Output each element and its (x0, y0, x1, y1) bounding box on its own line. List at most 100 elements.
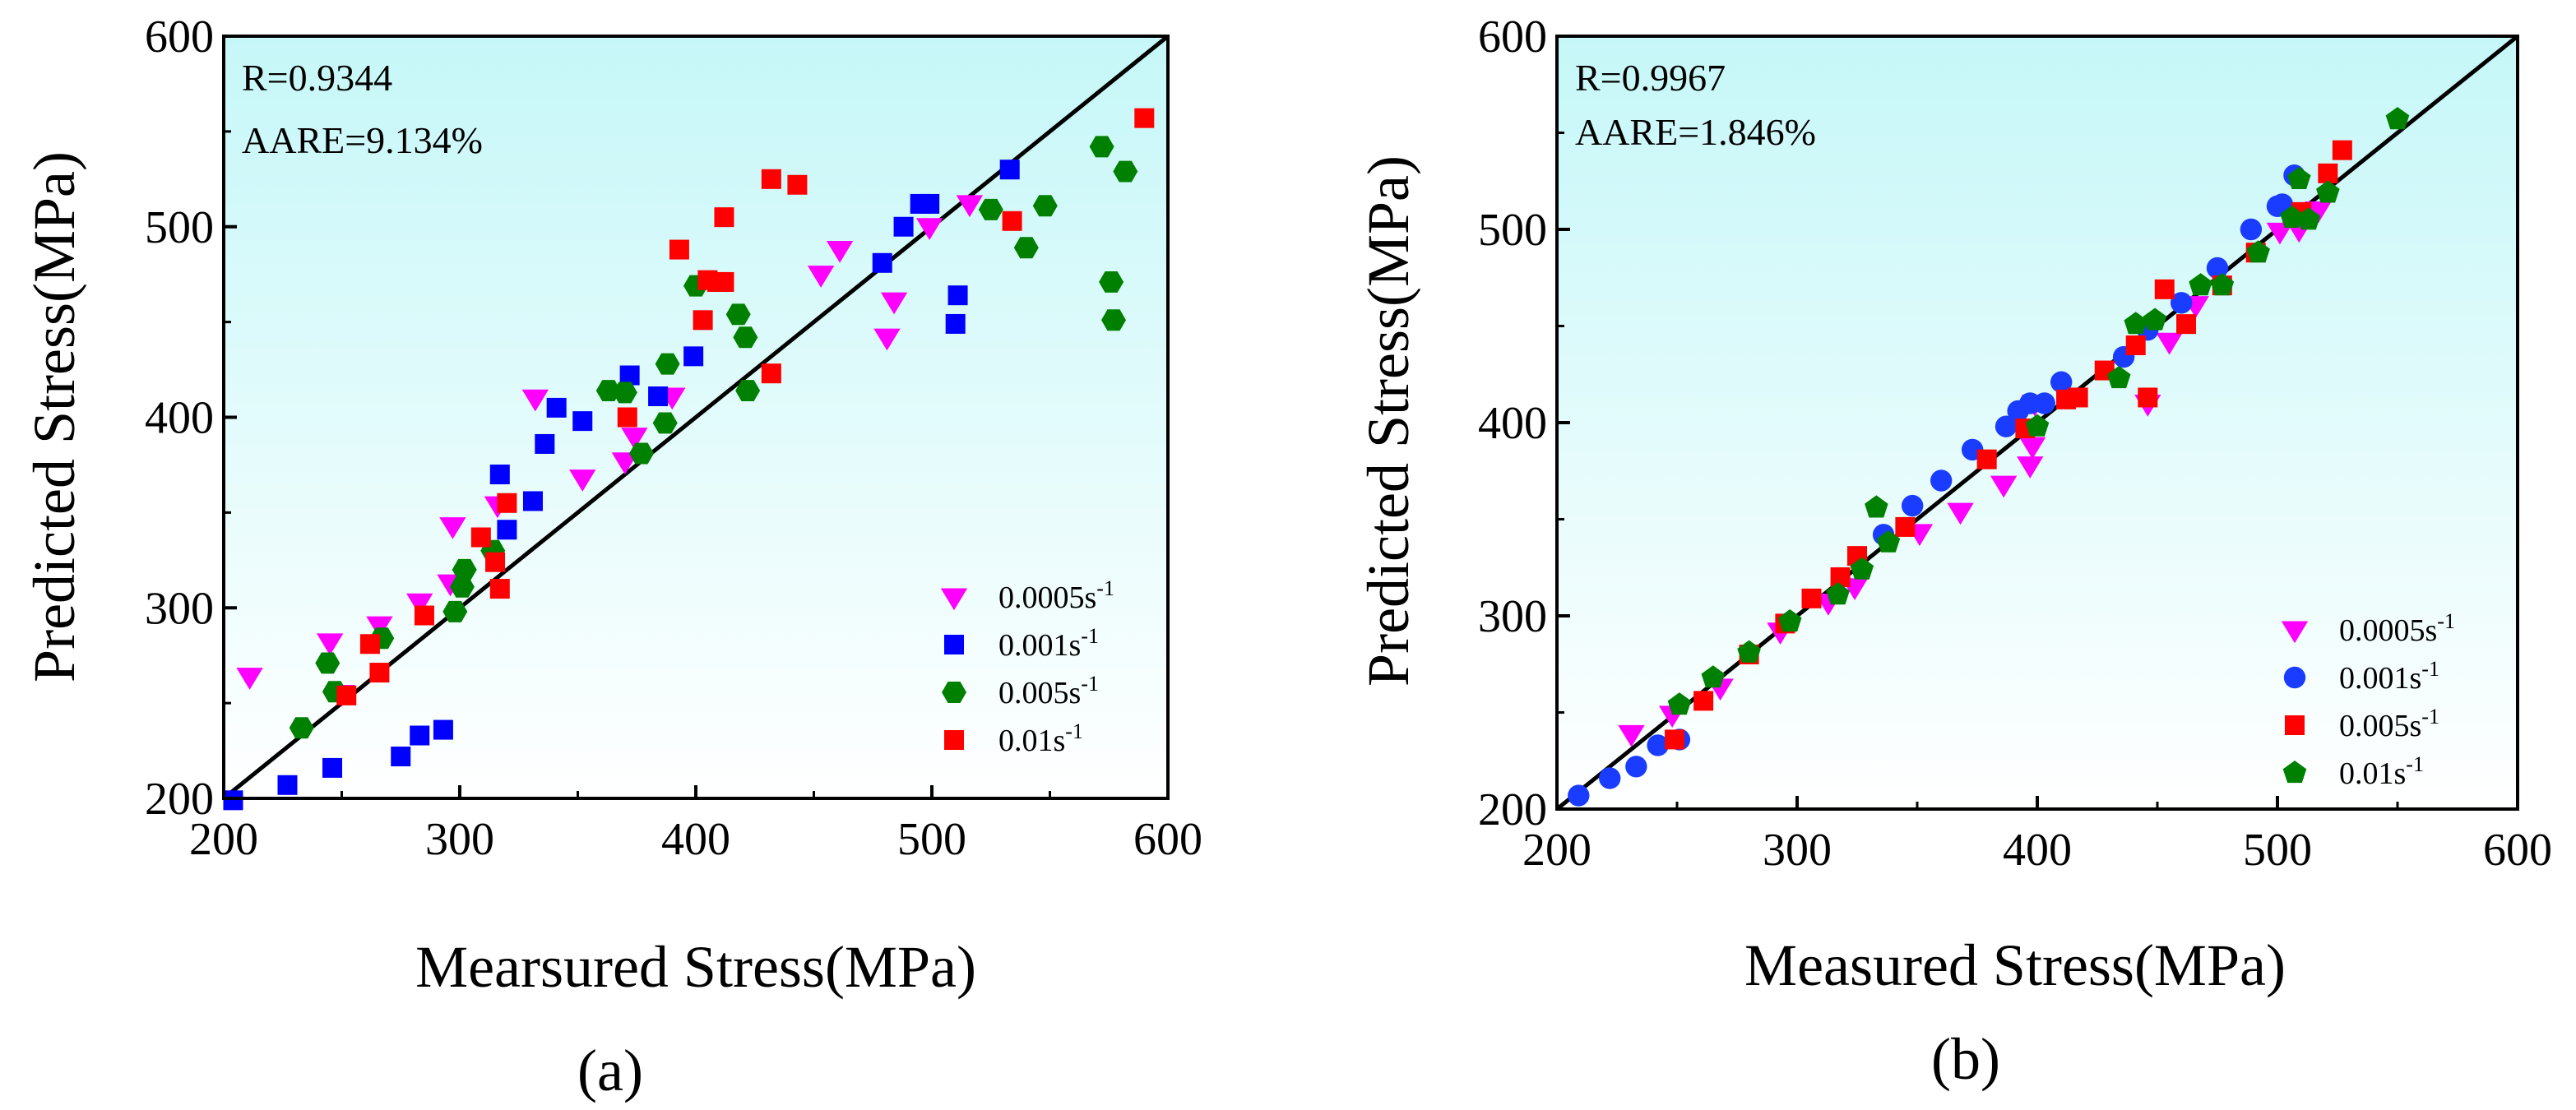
y-tick-label: 200 (1478, 784, 1547, 835)
data-point (2068, 387, 2088, 408)
panel-a: 200 300 400 500 600 200 300 400 500 600 R=0.9344… (21, 12, 1202, 1103)
legend-name: 0.005s (998, 676, 1081, 710)
legend-b: 0.0005s-10.001s-10.005s-10.01s-1 (2281, 609, 2455, 791)
data-point (945, 313, 966, 334)
data-point (1930, 469, 1953, 492)
data-point (1032, 195, 1058, 217)
legend-name: 0.001s (2339, 661, 2421, 696)
data-point (1113, 160, 1138, 183)
y-tick-label: 500 (1478, 205, 1547, 256)
data-point (1625, 756, 1647, 778)
data-point (1599, 767, 1621, 789)
stat-aare-a: AARE=9.134% (242, 119, 483, 161)
data-point (2266, 222, 2294, 245)
data-point (725, 303, 751, 326)
data-point (1667, 692, 1692, 715)
data-point (1801, 588, 1822, 608)
data-point (369, 663, 390, 683)
data-point (807, 266, 835, 288)
legend-label: 0.005s-1 (2339, 705, 2439, 743)
plot-frame-b (1555, 35, 2519, 811)
data-point (1901, 494, 1924, 517)
legend-superscript: -1 (1081, 624, 1099, 648)
x-ticks-b: 200 300 400 500 600 (1522, 796, 2552, 876)
data-point (2305, 201, 2332, 224)
data-point (873, 328, 901, 351)
data-point (893, 216, 914, 237)
data-point (2138, 387, 2158, 408)
data-point (489, 579, 510, 599)
x-tick-label: 300 (1763, 825, 1832, 876)
data-point (735, 380, 761, 401)
data-point (947, 285, 968, 306)
data-point (2316, 180, 2340, 203)
legend-superscript: -1 (1096, 576, 1114, 600)
x-tick-label: 300 (425, 814, 494, 865)
data-point (277, 775, 298, 795)
data-point (826, 241, 854, 263)
stat-r-b: R=0.9967 (1575, 57, 1726, 99)
data-point (2018, 437, 2046, 460)
data-point (322, 757, 343, 778)
legend-marker (2282, 761, 2307, 784)
data-point (1826, 582, 1850, 605)
x-axis-label-a: Mearsured Stress(MPa) (415, 934, 976, 1000)
legend-marker (2283, 666, 2306, 689)
legend-label: 0.0005s-1 (998, 576, 1114, 615)
data-point (2240, 218, 2263, 241)
data-point (569, 469, 596, 492)
data-point (655, 353, 680, 375)
data-point (714, 271, 734, 292)
data-point (1895, 516, 1916, 537)
data-point (2156, 332, 2183, 355)
data-point (1013, 237, 1039, 259)
data-point (2154, 279, 2175, 299)
data-point (2017, 456, 2044, 479)
y-tick-label: 300 (1478, 591, 1547, 642)
data-point (236, 668, 263, 690)
data-point (1101, 309, 1126, 331)
data-point (761, 169, 781, 189)
data-point (693, 310, 713, 331)
data-point (1876, 530, 1901, 553)
data-point (535, 433, 555, 454)
data-point (2189, 273, 2212, 296)
y-ticks-a: 200 300 400 500 600 (145, 12, 237, 825)
data-point (485, 552, 506, 572)
plot-frame-a (222, 35, 1170, 800)
data-point (289, 717, 314, 739)
data-point (2143, 308, 2167, 331)
data-point (315, 652, 341, 674)
y-tick-label: 500 (145, 202, 214, 253)
data-point (1647, 734, 1669, 756)
data-point (617, 407, 637, 428)
legend-superscript: -1 (2421, 657, 2439, 681)
data-point (787, 174, 808, 195)
data-point (999, 160, 1020, 180)
data-point (1665, 729, 1685, 750)
x-tick-label: 200 (1522, 825, 1591, 876)
data-point (1002, 210, 1022, 231)
legend-a: 0.0005s-10.001s-10.005s-10.01s-1 (940, 576, 1114, 758)
data-point (2206, 257, 2229, 280)
x-tick-label: 200 (189, 814, 258, 865)
data-point (497, 493, 517, 513)
data-point (2246, 240, 2270, 263)
data-point (2318, 163, 2338, 183)
panel-label-a: (a) (577, 1038, 643, 1103)
data-point (978, 198, 1003, 220)
data-point (391, 747, 411, 767)
data-point (470, 527, 491, 548)
data-point (2171, 292, 2193, 314)
data-point (920, 193, 940, 214)
data-point (1089, 136, 1114, 158)
data-point (572, 411, 593, 432)
x-tick-label: 600 (1133, 814, 1202, 865)
legend-name: 0.005s (2339, 709, 2421, 743)
data-point (683, 346, 704, 367)
legend-superscript: -1 (2437, 609, 2455, 633)
data-point (1830, 567, 1851, 587)
stat-r-a: R=0.9344 (242, 57, 392, 99)
y-axis-label-a: Predicted Stress(MPa) (21, 151, 87, 682)
